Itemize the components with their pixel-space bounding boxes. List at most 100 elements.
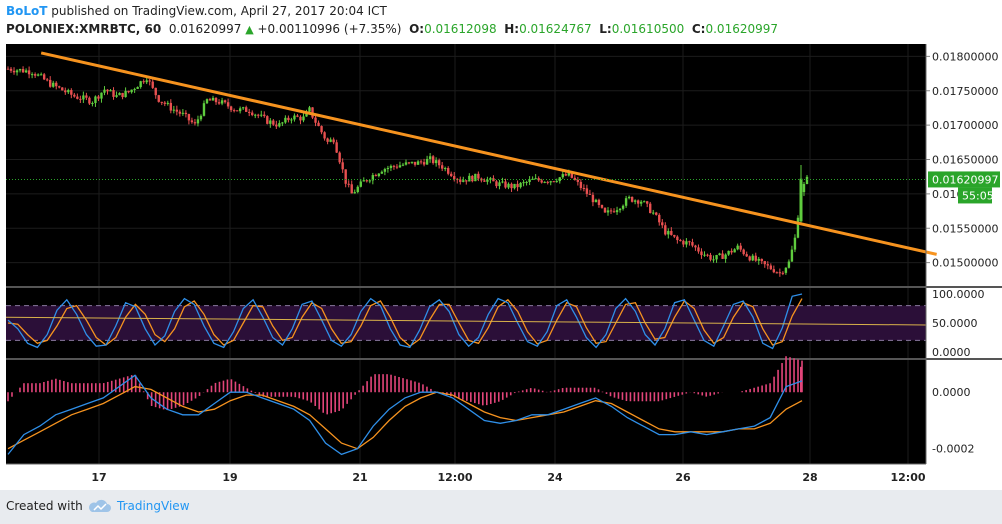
- chart-area[interactable]: 17 19 21 12:00 24 26 28 12:00 0.01800000 0.017500…: [0, 40, 1002, 490]
- candle-body: [359, 181, 362, 187]
- candle-body: [688, 241, 691, 243]
- low-label: L:: [599, 22, 612, 36]
- candle-body: [766, 264, 770, 266]
- candle-body: [326, 138, 329, 142]
- candle-body: [18, 69, 22, 71]
- candle-body: [76, 96, 79, 99]
- candle-body: [97, 96, 100, 99]
- candle-body: [380, 171, 384, 174]
- x-tick-label: 17: [91, 471, 106, 484]
- high-value: 0.01624767: [519, 22, 592, 36]
- candle-body: [175, 109, 179, 112]
- stoch-tick-label: 50.0000: [932, 317, 978, 330]
- candle-body: [157, 95, 160, 102]
- candle-body: [642, 201, 646, 203]
- candle-body: [543, 181, 546, 183]
- candle-body: [12, 70, 16, 73]
- candle-body: [181, 112, 185, 114]
- candle-body: [525, 181, 528, 183]
- candle-body: [341, 162, 344, 170]
- candle-body: [260, 114, 263, 116]
- candle-body: [447, 168, 450, 174]
- candle-body: [82, 95, 85, 100]
- last-price: 0.01620997: [168, 22, 242, 36]
- candle-body: [133, 88, 136, 90]
- candle-body: [456, 178, 459, 180]
- high-label: H:: [504, 22, 520, 36]
- candle-body: [329, 139, 332, 142]
- candle-body: [531, 178, 534, 180]
- candle-body: [269, 120, 272, 124]
- symbol-name[interactable]: POLONIEX:XMRBTC, 60: [6, 22, 162, 36]
- candle-body: [796, 217, 800, 238]
- price-badge: [928, 171, 1000, 188]
- candle-body: [317, 122, 320, 127]
- price-badge-text: 0.01620997: [932, 173, 998, 186]
- candle-body: [480, 178, 483, 181]
- candle-body: [546, 181, 549, 183]
- candle-body: [248, 111, 251, 113]
- candle-body: [781, 272, 785, 274]
- candle-body: [772, 269, 776, 273]
- candle-body: [79, 98, 82, 100]
- candle-body: [603, 207, 607, 213]
- macd-line: [7, 374, 803, 456]
- candle-body: [655, 212, 658, 215]
- candle-body: [567, 171, 571, 176]
- candle-body: [45, 79, 49, 81]
- candle-body: [199, 115, 203, 120]
- publish-text: published on TradingView.com, April 27, …: [47, 4, 387, 18]
- candle-body: [302, 116, 305, 121]
- candle-body: [676, 236, 679, 241]
- candle-body: [422, 162, 426, 165]
- candle-body: [85, 95, 88, 98]
- author-name[interactable]: BoLoT: [6, 4, 48, 18]
- candle-body: [106, 89, 109, 92]
- candle-body: [802, 183, 806, 193]
- candle-body: [486, 179, 489, 182]
- candle-body: [558, 177, 561, 182]
- candle-body: [284, 117, 287, 123]
- candle-body: [474, 173, 477, 182]
- close-value: 0.01620997: [705, 22, 779, 36]
- candle-body: [124, 90, 127, 98]
- candle-body: [335, 142, 338, 153]
- candle-body: [88, 97, 91, 104]
- candle-body: [202, 103, 206, 116]
- candle-body: [356, 186, 359, 193]
- candle-body: [621, 205, 625, 209]
- y-tick-label: 0.01700000: [932, 119, 998, 132]
- candle-body: [410, 161, 414, 163]
- tradingview-brand[interactable]: TradingView: [117, 499, 190, 513]
- candle-body: [670, 230, 673, 235]
- candle-body: [115, 95, 118, 97]
- stochastic-k-line: [7, 293, 803, 350]
- stochastic-trend-line: [5, 316, 927, 326]
- candle-body: [347, 183, 350, 185]
- open-value: 0.01612098: [424, 22, 497, 36]
- candle-body: [652, 212, 655, 214]
- candle-body: [501, 181, 504, 183]
- footer-bar: Created with TradingView: [0, 490, 1002, 524]
- pane-separators: [6, 286, 1002, 360]
- candle-body: [453, 176, 456, 179]
- candle-body: [94, 96, 97, 104]
- trendline: [40, 51, 937, 256]
- candle-body: [52, 82, 55, 87]
- y-tick-label: 0.01750000: [932, 85, 998, 98]
- candle-body: [498, 182, 501, 187]
- candle-body: [142, 81, 145, 83]
- created-with-text: Created with: [6, 499, 83, 513]
- candle-body: [443, 168, 447, 170]
- candle-body: [570, 171, 574, 178]
- candle-body: [15, 70, 19, 73]
- macd-tick-label: -0.0002: [932, 443, 974, 456]
- candle-body: [232, 110, 236, 112]
- candle-body: [160, 101, 163, 103]
- candle-body: [612, 211, 616, 213]
- candle-body: [703, 254, 706, 256]
- candle-body: [27, 70, 31, 75]
- candle-body: [594, 199, 598, 203]
- candle-body: [308, 107, 311, 112]
- candle-body: [55, 82, 58, 87]
